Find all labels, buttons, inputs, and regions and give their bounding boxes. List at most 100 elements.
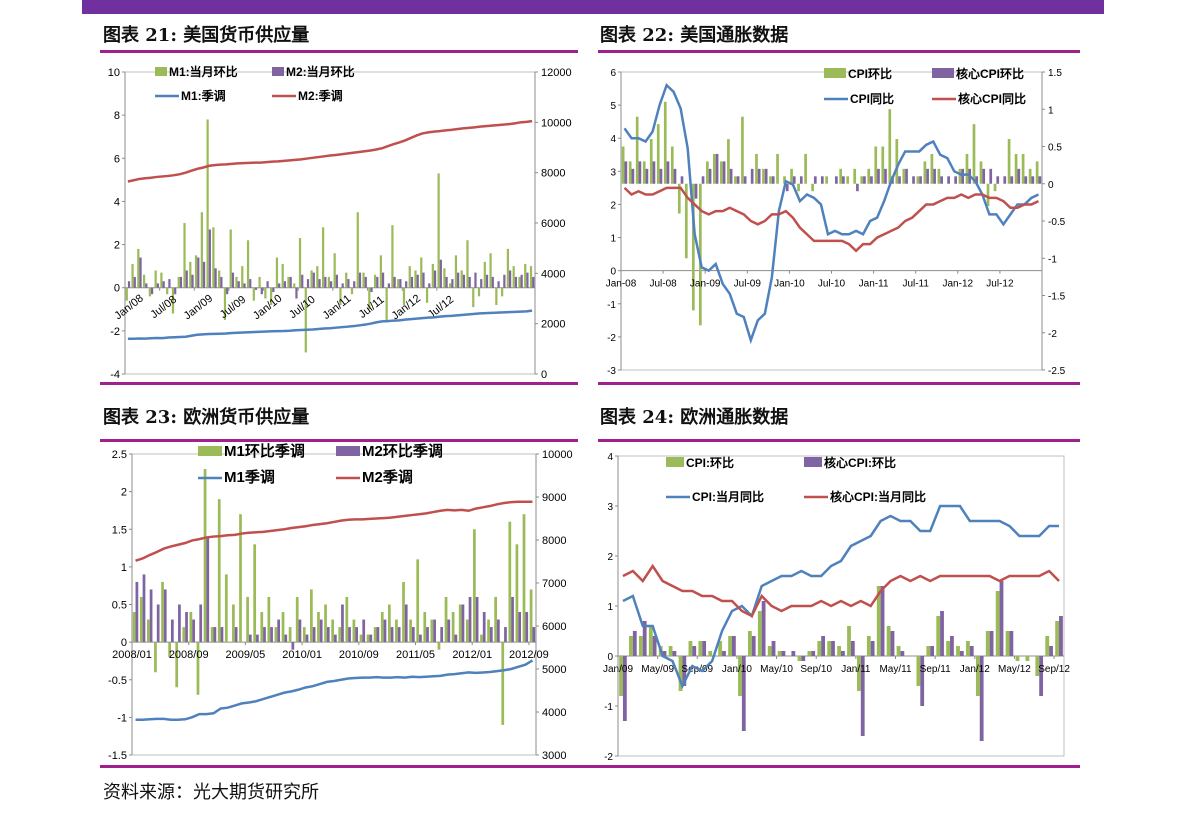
chart-22-top-rule: [598, 50, 1080, 53]
bar-green: [691, 183, 695, 311]
bar-purple: [996, 176, 1000, 184]
y-tick-label-left: 2: [607, 552, 613, 563]
bar-green: [1028, 168, 1032, 184]
bar-purple: [940, 176, 943, 184]
bar-green: [166, 287, 169, 295]
bar-green: [495, 287, 498, 305]
bar-green: [331, 619, 334, 643]
chart-24-top-rule: [598, 439, 1080, 442]
bar-purple: [426, 627, 429, 643]
y-tick-label-left: -1: [117, 712, 127, 724]
bar-purple: [397, 627, 401, 643]
bar-purple: [433, 270, 437, 288]
bar-purple: [801, 656, 806, 661]
bar-purple: [170, 619, 174, 643]
bar-green: [783, 176, 786, 184]
bar-purple: [220, 276, 223, 288]
bar-purple: [199, 604, 203, 643]
bar-purple: [632, 631, 637, 656]
bar-purple: [306, 279, 310, 288]
legend-swatch-bar: [932, 68, 954, 78]
bar-purple: [898, 176, 901, 184]
bar-green: [965, 153, 969, 184]
y-tick-label-right: 5000: [542, 664, 566, 676]
bar-green: [416, 559, 420, 643]
bar-purple: [254, 287, 258, 290]
bar-green: [986, 183, 990, 207]
bar-green: [451, 612, 455, 643]
bar-purple: [736, 176, 740, 184]
bar-green: [200, 212, 203, 288]
bar-purple: [1003, 176, 1007, 184]
bar-purple: [405, 281, 408, 288]
bar-purple: [1017, 168, 1021, 184]
bar-purple: [514, 276, 518, 288]
bar-green: [409, 619, 412, 643]
bar-purple: [260, 287, 263, 295]
bar-green: [629, 636, 633, 656]
bar-purple: [489, 627, 493, 643]
bar-purple: [393, 276, 396, 288]
bar-green: [708, 651, 713, 656]
bar-green: [966, 641, 970, 656]
bar-green: [902, 168, 906, 184]
legend-label: CPI环比: [848, 66, 892, 81]
bar-green: [203, 469, 207, 643]
bar-green: [958, 168, 962, 184]
bar-purple: [197, 257, 200, 288]
bar-green: [1045, 636, 1050, 656]
chart-22-title: 图表 22: 美国通胀数据: [600, 25, 789, 46]
y-tick-label-left: 4: [610, 134, 616, 145]
bar-purple: [283, 281, 287, 288]
bar-green: [916, 656, 921, 686]
y-tick-label-left: 0: [610, 267, 616, 278]
bar-green: [718, 641, 723, 656]
bar-purple: [381, 272, 385, 288]
bar-green: [804, 153, 807, 184]
bar-green: [975, 656, 980, 696]
bar-purple: [289, 276, 292, 288]
bar-green: [937, 168, 941, 184]
line-red: [135, 500, 533, 562]
bar-purple: [1031, 176, 1035, 184]
bar-green: [317, 612, 320, 643]
y-tick-label-left: -1.5: [108, 750, 127, 762]
bar-green: [1021, 153, 1025, 184]
y-tick-label-right: 0.5: [1048, 143, 1062, 154]
bar-purple: [532, 276, 535, 288]
x-tick-label: Jan/09: [182, 292, 215, 322]
bar-green: [501, 287, 504, 297]
bar-purple: [295, 287, 298, 299]
chart-21: -4 -2 0 2 4 6 8 10 0 2000 4000 6000 8000 10000 12000 Ja…: [108, 64, 572, 381]
bar-purple: [237, 281, 240, 288]
bar-purple: [722, 161, 726, 184]
bar-green: [260, 612, 264, 643]
bar-purple: [330, 281, 333, 288]
bar-green: [368, 287, 371, 310]
bar-purple: [364, 276, 367, 288]
bar-purple: [404, 604, 408, 643]
y-tick-label-left: -2: [604, 752, 613, 763]
bar-purple: [652, 161, 656, 184]
bar-purple: [729, 168, 733, 184]
bar-purple: [272, 287, 275, 293]
y-tick-label-left: 1: [610, 234, 616, 245]
bar-purple: [850, 641, 855, 656]
bar-purple: [445, 276, 448, 288]
bar-green: [757, 611, 762, 656]
bar-purple: [156, 283, 159, 288]
y-tick-label-right: -2: [1048, 329, 1057, 340]
bar-purple: [156, 604, 160, 643]
bar-green: [487, 619, 490, 643]
bar-green: [642, 161, 646, 184]
bar-green: [993, 183, 997, 192]
bar-purple: [191, 274, 194, 288]
bar-purple: [249, 279, 252, 288]
legend-label: M2环比季调: [362, 442, 443, 460]
bar-green: [395, 619, 398, 643]
bar-green: [529, 266, 533, 288]
chart-23-title: 图表 23: 欧洲货币供应量: [103, 407, 310, 428]
bar-purple: [353, 281, 356, 288]
bar-purple: [139, 257, 142, 288]
x-tick-label: Jan-12: [943, 279, 974, 290]
